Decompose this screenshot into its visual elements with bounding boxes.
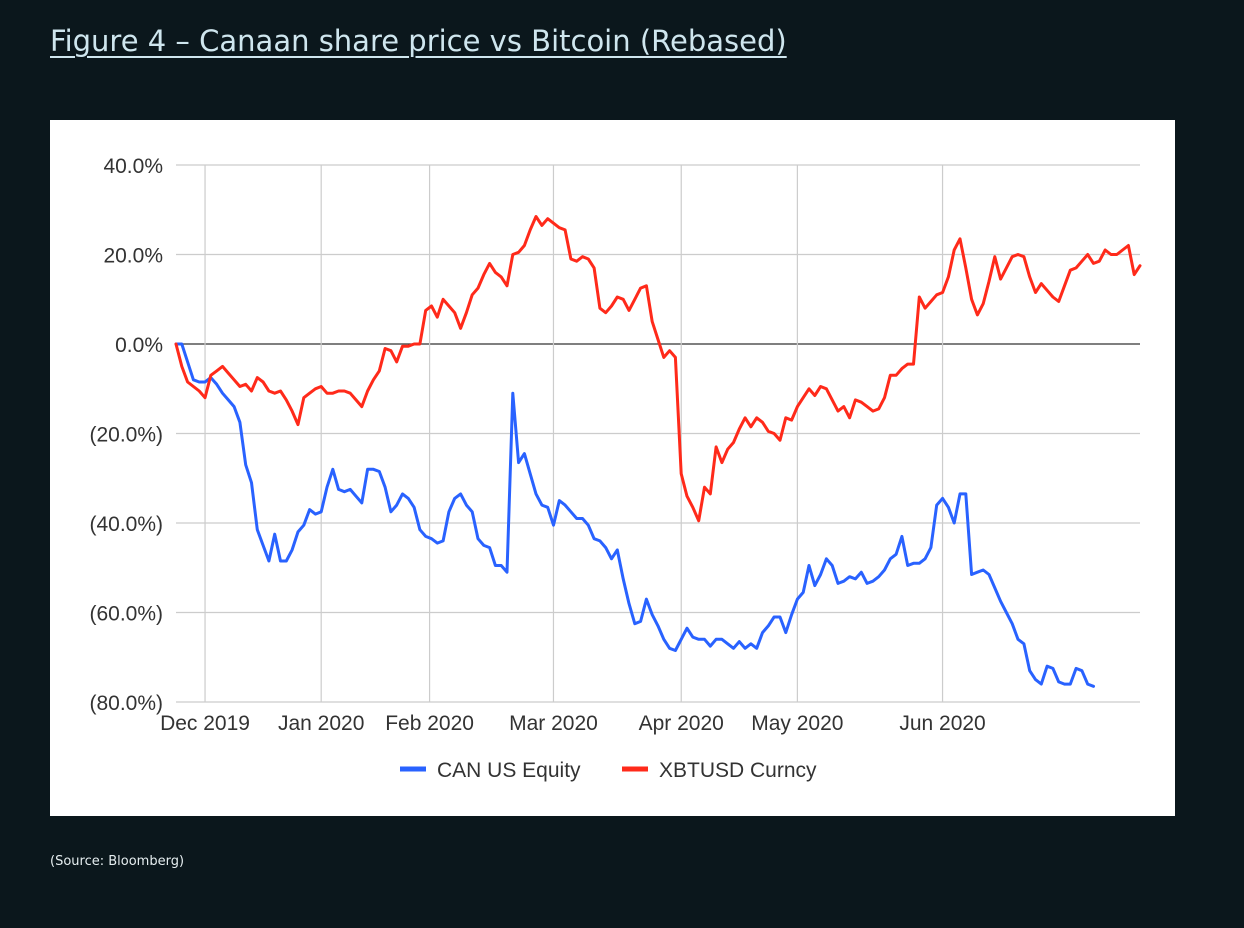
y-tick-label: (80.0%) — [89, 692, 163, 715]
y-tick-label: 40.0% — [103, 155, 163, 178]
x-tick-label: Mar 2020 — [509, 712, 598, 735]
y-tick-label: (60.0%) — [89, 603, 163, 626]
x-tick-label: Dec 2019 — [160, 712, 250, 735]
source-note: (Source: Bloomberg) — [50, 854, 185, 869]
y-tick-label: (40.0%) — [89, 513, 163, 536]
x-tick-label: Jun 2020 — [899, 712, 985, 735]
line-chart: 40.0% 20.0% 0.0% (20.0%) (40.0%) (60.0%) (80.0… — [89, 155, 1142, 782]
chart-container: 40.0% 20.0% 0.0% (20.0%) (40.0%) (60.0%) (80.0… — [50, 120, 1175, 816]
x-tick-label: Apr 2020 — [639, 712, 724, 735]
x-tick-label: May 2020 — [751, 712, 843, 735]
series-line-can-us-equity — [174, 342, 1095, 688]
legend-label: CAN US Equity — [437, 759, 581, 782]
series-line-xbtusd-curncy — [174, 215, 1142, 523]
y-tick-label: 0.0% — [115, 334, 163, 357]
y-tick-label: 20.0% — [103, 245, 163, 268]
x-tick-label: Feb 2020 — [385, 712, 474, 735]
x-tick-label: Jan 2020 — [278, 712, 364, 735]
legend-label: XBTUSD Curncy — [659, 759, 817, 782]
figure-title[interactable]: Figure 4 – Canaan share price vs Bitcoin… — [50, 24, 787, 58]
y-tick-label: (20.0%) — [89, 424, 163, 447]
